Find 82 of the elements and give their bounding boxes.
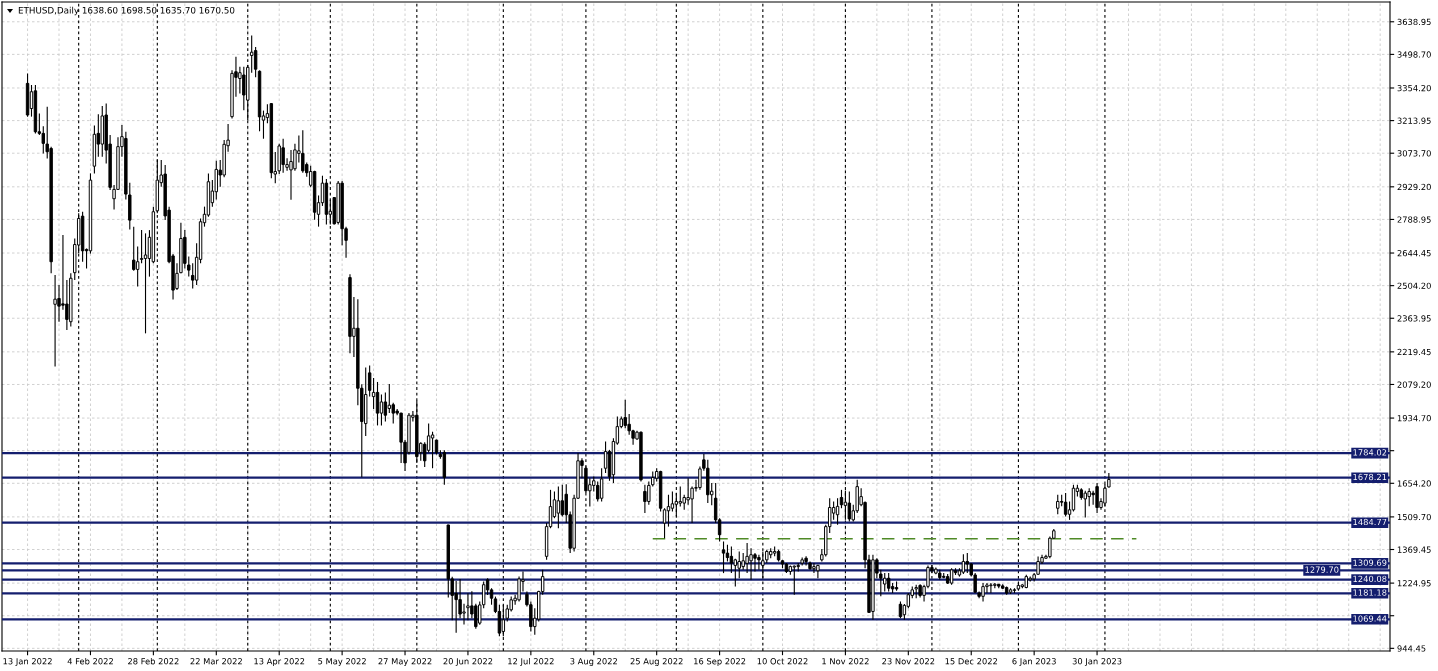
candlestick [812,562,816,574]
candlestick [253,46,258,78]
candlestick [281,138,285,174]
candlestick [242,66,246,111]
x-tick-label: 6 Jan 2023 [1012,658,1056,666]
candlestick [1095,482,1099,514]
y-tick-label: 2644.45 [1397,250,1431,257]
x-tick-label: 16 Sep 2022 [694,658,746,667]
x-tick-label: 22 Mar 2022 [190,658,242,665]
x-tick-label: 27 May 2022 [378,658,432,667]
ref-line-label: 1279.70 [1305,566,1339,573]
x-tick-label: 10 Oct 2022 [757,658,808,665]
y-tick-label: 3213.95 [1397,117,1431,124]
candlestick [379,393,384,426]
x-tick-label: 25 Aug 2022 [630,658,683,667]
y-tick-label: 2363.95 [1397,315,1431,322]
x-tick-label: 15 Dec 2022 [945,658,998,665]
y-tick-label: 1934.70 [1397,415,1431,422]
candlestick [1056,494,1060,515]
x-tick-label: 23 Nov 2022 [882,658,935,665]
candlestick [1083,490,1087,519]
x-tick-label: 1 Nov 2022 [822,658,869,665]
candlestick [816,564,820,579]
text: ETHUSD,Daily 1638.60 1698.50 1635.70 1670.50 [18,6,235,16]
candlestick [430,431,435,469]
y-tick-label: 3498.70 [1397,51,1431,58]
x-tick-label: 13 Apr 2022 [254,658,305,667]
y-tick-label: 1369.45 [1397,546,1431,553]
candlestick [981,582,985,603]
candlestick [623,399,627,429]
ref-line-label: 1309.69 [1353,559,1387,566]
candlestick [965,552,970,574]
x-tick-label: 5 May 2022 [318,658,366,667]
candlestick [53,274,57,368]
y-tick-label: 2504.20 [1397,282,1431,289]
y-tick-label: 1654.20 [1397,480,1431,487]
candlestick [886,572,891,593]
y-tick-label: 2929.20 [1397,183,1431,191]
ref-line-label: 1784.02 [1353,449,1387,456]
candlestick [387,383,392,414]
candlestick [643,484,647,514]
x-tick-label: 28 Feb 2022 [128,657,179,665]
x-tick-label: 4 Feb 2022 [67,657,113,665]
candlestick [753,552,757,573]
y-tick-label: 3638.95 [1397,18,1431,26]
x-tick-label: 13 Jan 2022 [3,658,52,666]
ref-line-label: 1069.44 [1353,615,1387,622]
y-tick-label: 1224.95 [1397,580,1431,587]
y-tick-label: 2219.45 [1397,348,1431,356]
ref-line-label: 1181.18 [1353,589,1387,596]
candlestick [670,490,675,513]
x-tick-label: 20 Jun 2022 [443,658,493,666]
candlestick [454,580,458,634]
ref-line-label: 1678.21 [1353,473,1387,481]
y-tick-label: 3073.70 [1397,150,1431,157]
candlestick [383,391,388,423]
candlestick [556,486,561,529]
candlestick [989,582,993,594]
candlestick [678,486,682,508]
x-tick-label: 30 Jan 2023 [1072,658,1122,666]
ref-line-label: 1240.08 [1353,575,1387,583]
candlestick [749,547,753,581]
candlestick [662,507,667,539]
candlestick [729,546,734,574]
y-tick-label: 3354.20 [1397,84,1431,92]
y-tick-label: 2788.95 [1397,216,1431,223]
x-tick-label: 3 Aug 2022 [570,658,617,667]
candlestick [375,381,380,426]
candlestick [804,555,808,566]
candlestick [599,467,604,503]
y-tick-label: 1509.70 [1397,513,1431,521]
candlestick [603,440,608,474]
y-tick-label: 2079.20 [1397,381,1431,388]
candlestick [883,572,887,593]
x-tick-label: 12 Jul 2022 [508,657,554,666]
candlestick [1091,490,1095,506]
candlestick [301,129,305,174]
ref-line-label: 1484.77 [1353,518,1387,526]
candlestick [961,553,966,575]
y-tick-label: 944.45 [1397,645,1426,652]
candlestick [143,232,148,334]
candlestick [466,592,470,621]
